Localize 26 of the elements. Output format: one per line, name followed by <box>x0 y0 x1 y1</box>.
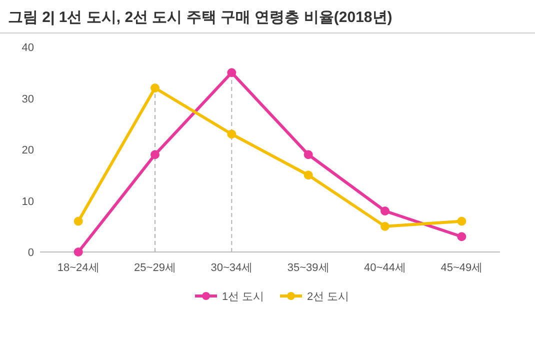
point <box>457 216 466 226</box>
point <box>150 84 160 92</box>
point <box>150 150 160 160</box>
legend-label: 2선 도시 <box>307 291 350 303</box>
point <box>380 206 390 216</box>
point <box>457 232 466 242</box>
legend-label: 1선 도시 <box>222 291 264 303</box>
point <box>380 222 390 231</box>
chart-title: 그림 2| 1선 도시, 2선 도시 주택 구매 연령층 비율(2018년) <box>8 9 392 26</box>
x-tick-label: 35~39세 <box>287 262 330 274</box>
point <box>227 68 236 78</box>
point <box>227 130 236 139</box>
point <box>74 248 83 256</box>
y-tick-label: 20 <box>22 144 34 156</box>
point <box>304 170 313 180</box>
x-tick-label: 40~44세 <box>364 262 406 274</box>
x-tick-label: 30~34세 <box>210 262 253 274</box>
y-tick-label: 30 <box>22 93 34 106</box>
x-tick-label: 45~49세 <box>440 262 483 274</box>
x-tick-label: 18~24세 <box>57 262 100 274</box>
y-tick-label: 10 <box>22 196 34 208</box>
point <box>74 216 83 226</box>
point <box>304 150 313 160</box>
y-tick-label: 0 <box>28 247 34 259</box>
x-tick-label: 25~29세 <box>134 262 176 274</box>
y-tick-label: 40 <box>22 42 34 54</box>
